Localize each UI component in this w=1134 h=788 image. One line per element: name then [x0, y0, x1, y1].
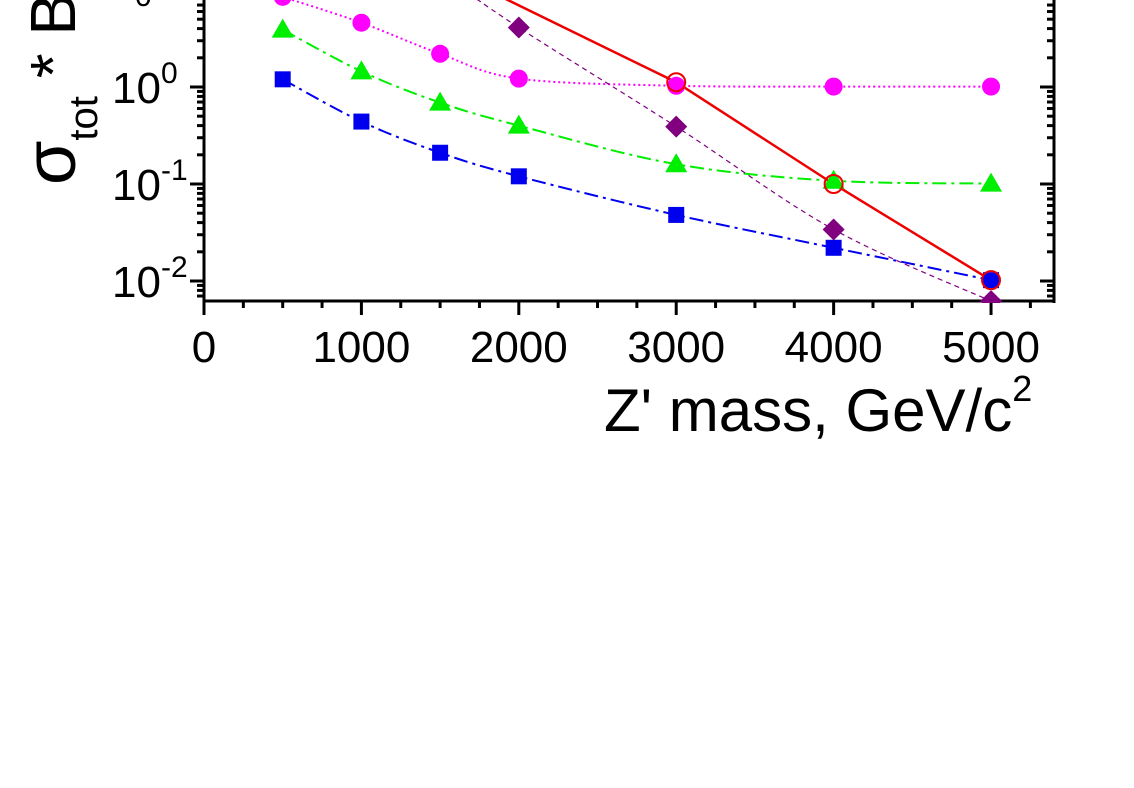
data-point-triangle	[822, 169, 845, 189]
data-point-square	[432, 144, 449, 161]
data-point-triangle	[507, 114, 530, 134]
x-tick-label: 4000	[785, 323, 883, 372]
data-point-diamond	[980, 290, 1003, 303]
data-point-triangle	[429, 91, 452, 111]
y-tick-label-exponent: -2	[161, 251, 188, 284]
axis-ticks	[190, 3, 1054, 315]
y-tick-label: 10-2	[112, 251, 188, 307]
plot-frame	[202, 0, 1056, 303]
x-tick-label: 0	[192, 323, 216, 372]
data-point-square	[510, 168, 527, 185]
data-point-circle	[509, 69, 528, 88]
series-line	[504, 0, 992, 282]
series-line	[282, 28, 992, 185]
data-point-open-circle	[666, 72, 687, 93]
svg-text:σtot * B: σtot * B	[11, 0, 106, 185]
data-point-triangle	[980, 172, 1003, 192]
y-tick-label: 100	[112, 57, 178, 113]
y-axis-title-sigma: σ	[11, 141, 91, 185]
data-point-square	[825, 239, 842, 256]
x-tick-label: 1000	[312, 323, 410, 372]
data-point-diamond	[665, 115, 688, 138]
data-point-triangle	[665, 153, 688, 173]
x-tick-labels: 0 1000 2000 3000 4000 5000	[192, 323, 1040, 372]
x-tick-label: 5000	[942, 323, 1040, 372]
series-line	[289, 0, 992, 88]
data-point-square	[668, 206, 685, 223]
y-tick-label-exponent: -1	[161, 154, 188, 187]
y-tick-label: 10-1	[112, 154, 188, 210]
x-tick-label: 2000	[470, 323, 568, 372]
data-point-circle	[352, 13, 371, 32]
series-line	[477, 0, 992, 302]
y-tick-label-exponent: 0	[161, 57, 178, 90]
series-layer	[271, 0, 1003, 303]
data-point-circle	[274, 0, 292, 6]
data-point-diamond	[822, 218, 845, 241]
data-point-diamond	[507, 16, 530, 39]
x-axis-title-main: Z' mass, GeV/c	[604, 377, 1012, 444]
data-point-square	[983, 272, 1000, 289]
y-axis-title: σtot * B	[11, 0, 106, 185]
data-point-open-circle	[823, 174, 844, 194]
data-point-square	[353, 113, 370, 130]
data-point-triangle	[350, 60, 373, 80]
y-axis-title-rest: * B	[17, 0, 89, 96]
y-tick-label-cropped: 0	[135, 0, 152, 13]
y-tick-label-base: 10	[112, 161, 161, 210]
y-axis-title-subscript: tot	[62, 96, 106, 140]
x-tick-label: 3000	[627, 323, 725, 372]
data-point-circle	[431, 44, 450, 63]
series-line	[282, 78, 992, 282]
x-axis-title: Z' mass, GeV/c2	[604, 368, 1032, 444]
y-tick-label-base: 10	[112, 258, 161, 307]
y-tick-label-base: 10	[112, 64, 161, 113]
data-point-triangle	[271, 18, 294, 38]
data-point-circle	[982, 77, 1001, 96]
data-point-circle	[824, 77, 843, 96]
data-point-square	[274, 71, 291, 88]
data-point-open-circle	[981, 270, 1002, 291]
x-axis-title-superscript: 2	[1012, 368, 1032, 409]
